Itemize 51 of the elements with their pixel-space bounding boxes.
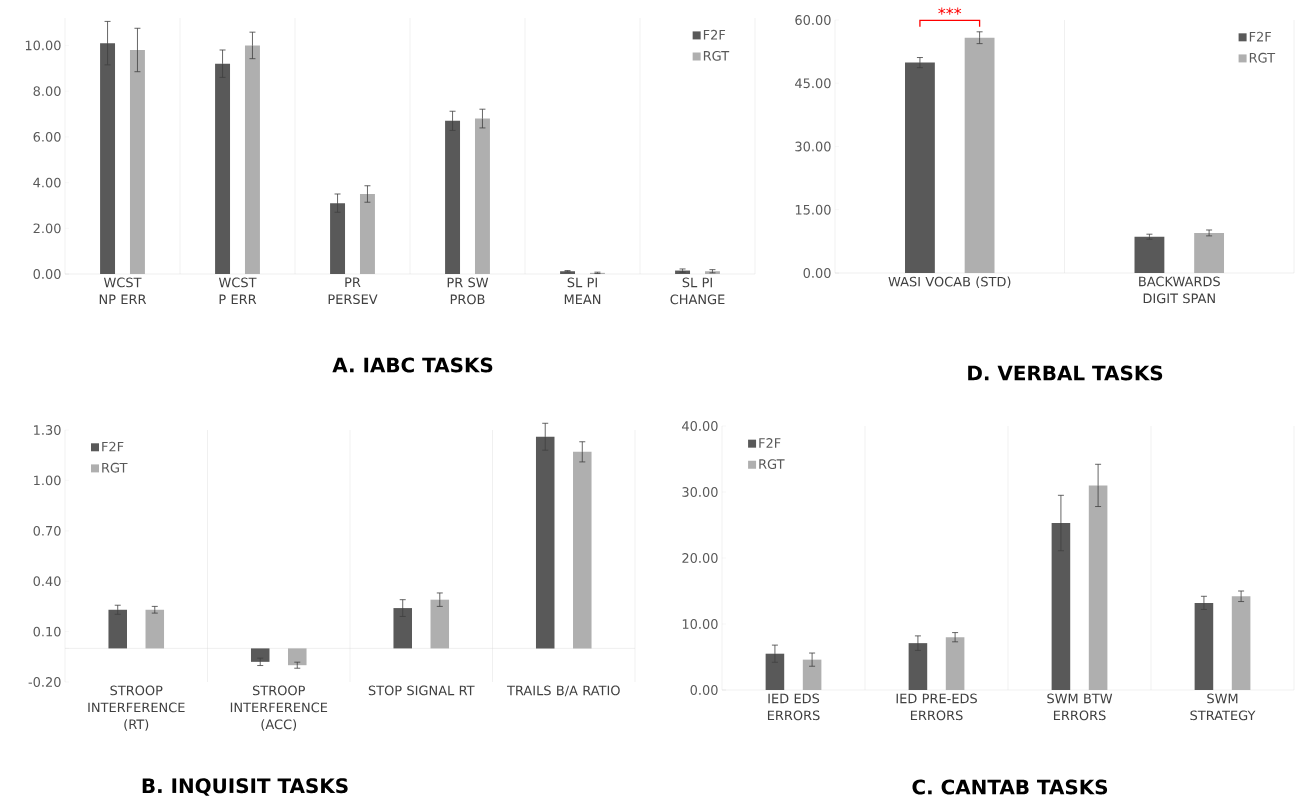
x-tick-label: TRAILS B/A RATIO (506, 685, 620, 697)
y-tick-label: 8.00 (33, 86, 61, 97)
x-tick-label: SWM BTW ERRORS (1047, 693, 1113, 721)
x-tick-label: PR PERSEV (328, 277, 378, 305)
x-tick-label: IED PRE-EDS ERRORS (896, 693, 977, 721)
y-tick-label: 0.00 (803, 268, 831, 278)
x-tick-label: SWM STRATEGY (1190, 693, 1256, 721)
y-tick-label: 0.40 (33, 576, 61, 587)
legend-label: F2F (102, 441, 124, 452)
legend-label: RGT (1249, 52, 1276, 63)
y-tick-label: 45.00 (795, 78, 831, 89)
text: A. IABC TASKS (332, 357, 493, 373)
y-tick-label: 6.00 (33, 131, 61, 142)
x-tick-label: STROOP INTERFERENCE (RT) (88, 685, 185, 731)
legend-label: RGT (102, 462, 128, 473)
x-tick-label: BACKWARDS DIGIT SPAN (1139, 276, 1220, 304)
y-tick-label: 1.00 (34, 475, 61, 486)
y-tick-label: 30.00 (795, 141, 831, 152)
x-tick-label: IED EDS ERRORS (767, 693, 820, 721)
x-tick-label: WASI VOCAB (STD) (888, 276, 1011, 289)
y-tick-label: 0.10 (33, 626, 61, 637)
y-tick-label: 30.00 (682, 487, 718, 497)
legend-label: F2F (703, 29, 726, 40)
y-tick-label: 4.00 (33, 177, 61, 188)
y-tick-label: 1.30 (34, 425, 61, 435)
y-tick-label: 10.00 (25, 40, 61, 51)
y-tick-label: 60.00 (795, 15, 831, 25)
y-tick-label: 20.00 (682, 553, 718, 563)
x-tick-label: PR SW PROB (447, 277, 489, 305)
text: *** (938, 7, 962, 15)
legend-label: RGT (759, 459, 785, 469)
y-tick-label: 0.70 (33, 525, 61, 536)
text: C. CANTAB TASKS (912, 779, 1108, 795)
x-tick-label: STROOP INTERFERENCE (ACC) (230, 685, 328, 731)
legend-label: F2F (759, 438, 781, 448)
y-tick-label: -0.20 (28, 677, 61, 687)
y-tick-label: 0.00 (690, 685, 718, 695)
x-tick-label: SL PI CHANGE (670, 277, 725, 305)
text: D. VERBAL TASKS (968, 365, 1163, 381)
text: B. INQUISIT TASKS (142, 778, 348, 796)
x-tick-label: STOP SIGNAL RT (368, 685, 475, 696)
y-tick-label: 40.00 (682, 421, 718, 431)
x-tick-label: WCST P ERR (218, 277, 257, 305)
x-tick-label: SL PI MEAN (564, 277, 601, 305)
y-tick-label: 15.00 (795, 204, 831, 215)
y-tick-label: 10.00 (682, 619, 718, 629)
y-tick-label: 2.00 (33, 223, 61, 234)
y-tick-label: 0.00 (33, 269, 61, 279)
legend-label: F2F (1249, 31, 1271, 42)
legend-label: RGT (703, 50, 730, 61)
x-tick-label: WCST NP ERR (99, 277, 147, 305)
